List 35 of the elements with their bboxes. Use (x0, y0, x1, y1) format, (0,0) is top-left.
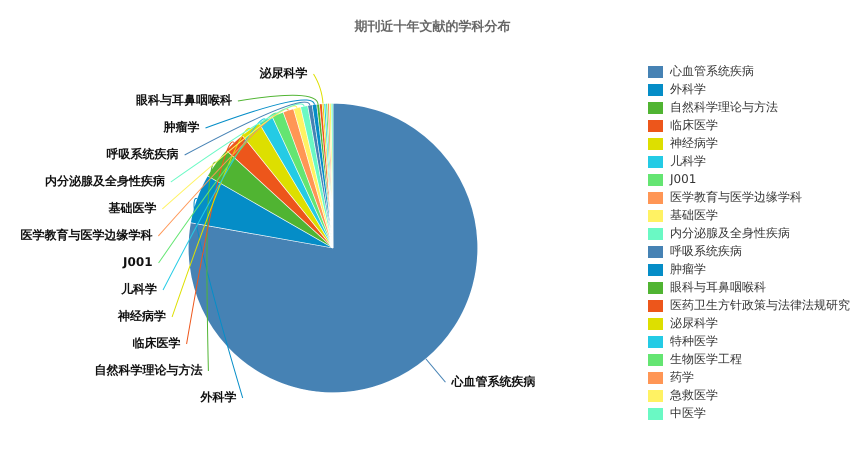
legend-label: 眼科与耳鼻咽喉科 (670, 280, 766, 294)
data-label: 儿科学 (120, 282, 158, 296)
data-label: 心血管系统疾病 (450, 374, 536, 388)
data-label: 内分泌腺及全身性疾病 (44, 174, 165, 188)
legend-label: 神经病学 (670, 136, 718, 150)
data-label: 呼吸系统疾病 (106, 147, 179, 162)
legend-label: 内分泌腺及全身性疾病 (670, 226, 790, 240)
legend-label: 中医学 (670, 406, 706, 420)
data-label: 临床医学 (132, 336, 181, 350)
data-label: 眼科与耳鼻咽喉科 (136, 93, 232, 108)
legend-label: 特种医学 (670, 334, 718, 348)
legend-label: 心血管系统疾病 (669, 64, 754, 78)
legend-label: 泌尿科学 (670, 316, 718, 330)
legend-label: 呼吸系统疾病 (670, 244, 742, 258)
legend-label: 临床医学 (670, 118, 718, 132)
data-label: 泌尿科学 (258, 66, 308, 80)
legend-label: 儿科学 (670, 154, 706, 168)
data-label: 基础医学 (107, 201, 156, 216)
chart-title: 期刊近十年文献的学科分布 (354, 18, 510, 34)
legend-label: 医药卫生方针政策与法律法规研究 (670, 298, 850, 312)
data-label: J001 (122, 255, 153, 270)
data-label: 自然科学理论与方法 (94, 363, 202, 378)
data-label: 外科学 (200, 390, 237, 404)
data-label: 神经病学 (117, 309, 166, 324)
legend-label: 自然科学理论与方法 (670, 100, 778, 114)
legend-label: 药学 (670, 370, 694, 384)
legend-label: 生物医学工程 (670, 352, 742, 366)
data-label: 肿瘤学 (162, 120, 200, 134)
legend-label: 医学教育与医学边缘学科 (670, 190, 802, 204)
legend-label: 急救医学 (669, 388, 718, 402)
legend-label: 肿瘤学 (670, 262, 706, 276)
legend-label: 外科学 (670, 82, 706, 96)
data-label: 医学教育与医学边缘学科 (20, 228, 152, 242)
legend-label: J001 (669, 172, 696, 186)
legend-label: 基础医学 (670, 208, 718, 222)
